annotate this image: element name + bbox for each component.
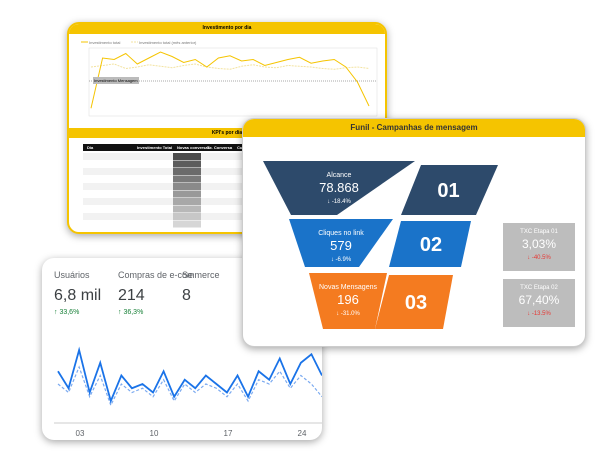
kpi-label: TXC Etapa 02 — [520, 285, 558, 291]
legend-item: Investimento total (mês anterior) — [139, 40, 197, 45]
stage-label: Alcance — [327, 172, 352, 179]
stage-number: 01 — [437, 180, 459, 202]
x-tick-label: 17 — [224, 429, 233, 438]
plot-area — [88, 47, 378, 117]
stage-number-box — [375, 275, 453, 329]
stage-label: Cliques no link — [318, 230, 364, 237]
funnel-title: Funil - Campanhas de mensagem — [243, 119, 585, 137]
metric-value: 8 — [182, 287, 191, 304]
heat-cell — [173, 183, 201, 190]
stage-value: 579 — [330, 238, 352, 253]
column-header: Investimento Total — [137, 145, 173, 150]
table-row — [83, 213, 383, 220]
line-chart — [81, 41, 383, 228]
table-row — [83, 190, 383, 198]
kpi-change: ↓ -13.5% — [527, 311, 551, 317]
stage-value: 78.868 — [319, 180, 359, 195]
table-row — [83, 175, 383, 183]
heat-cell — [173, 153, 201, 160]
metric-label: Compras de e-commerce — [118, 270, 220, 280]
column-header: Tx. Conversa — [207, 145, 233, 150]
kpi-box — [503, 223, 575, 271]
kpi-value: 67,40% — [519, 293, 560, 307]
legend-item: Investimento total — [89, 40, 121, 45]
funnel-stage — [263, 161, 415, 215]
funnel-stage — [289, 219, 393, 267]
kpi-change: ↓ -40.5% — [527, 255, 551, 261]
metric-value: 214 — [118, 287, 145, 304]
heat-cell — [173, 213, 201, 220]
stage-change: ↓ -31.0% — [336, 311, 360, 317]
series-line — [90, 63, 370, 70]
stage-change: ↓ -6.9% — [331, 257, 352, 263]
series-line — [57, 365, 322, 407]
stage-value: 196 — [337, 292, 359, 307]
kpi-value: 3,03% — [522, 237, 556, 251]
chart-title: Investimento por dia — [202, 25, 252, 31]
column-header: Dia — [87, 145, 94, 150]
header-bar — [69, 24, 385, 34]
heat-cell — [173, 220, 201, 228]
kpi-label: TXC Etapa 01 — [520, 229, 558, 235]
metric-change: ↑ 36,3% — [118, 309, 143, 316]
table-row — [83, 183, 383, 190]
x-tick-label: 03 — [76, 429, 85, 438]
heat-cell — [173, 198, 201, 205]
table-row — [83, 153, 383, 160]
table-row — [83, 220, 383, 228]
x-tick-label: 24 — [298, 429, 307, 438]
stage-number-box — [401, 165, 498, 215]
heat-cell — [173, 190, 201, 198]
heat-cell — [173, 205, 201, 213]
funnel-stage — [309, 273, 387, 329]
heat-cell — [173, 160, 201, 168]
metric-label: Usuários — [54, 270, 90, 280]
stage-number: 02 — [420, 234, 442, 256]
kpi-box — [503, 279, 575, 327]
metric-change: ↑ 33,6% — [54, 309, 79, 316]
stage-number: 03 — [405, 292, 427, 314]
heat-cell — [173, 168, 201, 175]
table-title: KPI's por dia — [69, 128, 385, 138]
series-line — [57, 346, 322, 404]
table-row — [83, 205, 383, 213]
x-tick-label: 10 — [150, 429, 159, 438]
table-row — [83, 168, 383, 175]
metric-value: 6,8 mil — [54, 287, 101, 304]
heat-cell — [173, 175, 201, 183]
table-row — [83, 160, 383, 168]
annotation: Investimento Mensagem — [93, 77, 139, 84]
stage-number-box — [389, 221, 471, 267]
series-line — [90, 51, 370, 109]
analytics-chart: Usuários 6,8 mil ↑ 33,6% Compras de e-comme… — [54, 270, 322, 438]
metric-label: Se — [182, 270, 193, 280]
funnel-card: Funil - Campanhas de mensagem Alcance 78.… — [242, 118, 586, 347]
stage-label: Novas Mensagens — [319, 284, 377, 291]
column-header: Novas conversas — [177, 145, 210, 150]
table-row — [83, 198, 383, 205]
stage-change: ↓ -18.4% — [327, 199, 351, 205]
